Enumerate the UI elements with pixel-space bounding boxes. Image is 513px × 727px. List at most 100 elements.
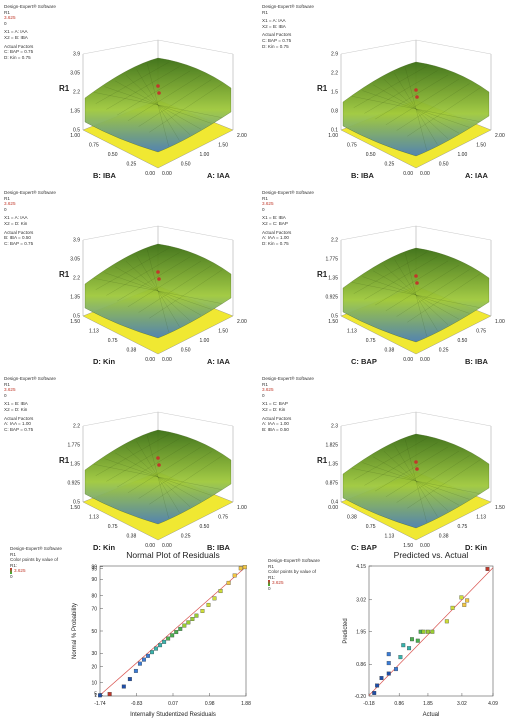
pva-point [386, 661, 391, 666]
pva-point [394, 667, 398, 672]
y-tick-label: 0.00 [328, 505, 338, 511]
design-point [156, 456, 160, 460]
residual-point [174, 630, 179, 635]
surface-mesh-line [396, 269, 470, 317]
x-tick-label: 1.13 [476, 515, 486, 521]
y-tick-label: 1.13 [385, 534, 395, 540]
z-axis-label: R1 [317, 456, 328, 465]
surface-mesh-line [353, 438, 427, 480]
software-label: Design-Expert® Software [262, 4, 314, 9]
surface-mesh-line [375, 74, 449, 120]
surface-mesh-line [95, 62, 169, 104]
x-tick-label: 0.07 [168, 701, 178, 707]
surface-legend-6: Design-Expert® Software R1 3.625 0 X1 = C: B… [262, 376, 314, 432]
surface-mesh-line [351, 282, 481, 308]
surface-mesh-line [117, 70, 191, 116]
pva-point [407, 646, 412, 651]
normal-plot: Normal Plot of Residuals 15 10 20 30 50 70 80 90… [72, 550, 251, 718]
box-edge [340, 225, 417, 241]
surface-mesh-line [93, 278, 223, 304]
range-high: 3.625 [272, 580, 284, 586]
factor-x2: X2 = D: Kin [4, 406, 28, 412]
x-tick-label: 0.25 [181, 534, 191, 540]
software-label: Design-Expert® Software [262, 190, 314, 195]
z-tick-label: 0.8 [331, 109, 338, 115]
y-tick-label: 1.13 [89, 515, 99, 521]
surface-mesh-line [149, 83, 223, 133]
pva-point [421, 629, 426, 634]
surface-mesh-line [375, 446, 449, 492]
surface-mesh-line [106, 66, 180, 110]
y-tick-label: 0.00 [145, 171, 155, 177]
z-axis-label: R1 [59, 270, 70, 279]
response-label: R1 [262, 195, 268, 201]
x-tick-label: 2.00 [237, 319, 247, 325]
residual-point [178, 626, 183, 631]
surface-mesh-line [149, 269, 223, 319]
residual-point [150, 650, 154, 655]
design-point [157, 91, 161, 95]
x-tick-label: 0.75 [218, 515, 228, 521]
surface-mesh-line [364, 70, 438, 114]
residual-point [127, 677, 132, 682]
surface-legend-5: Design-Expert® Software R1 3.625 0 X1 = B: I… [4, 376, 56, 432]
box-edge [82, 411, 159, 427]
surface-mesh-line [106, 438, 180, 482]
y-tick-label: 0.75 [366, 338, 376, 344]
surface-plot-4: 2.2 1.775 1.35 0.925 0.5 R1 1.50 1.13 0.75 0.38 0.… [317, 225, 505, 366]
x-tick-label: 1.00 [200, 152, 210, 158]
x-tick-label: 1.50 [476, 143, 486, 149]
residual-point [242, 565, 247, 570]
z-tick-label: 0.5 [73, 128, 80, 134]
surface-mesh-line [149, 455, 223, 505]
z-tick-label: 0.5 [73, 314, 80, 320]
y-tick-label: 90 [91, 577, 97, 583]
z-tick-label: 1.775 [67, 443, 80, 449]
y-tick-label: 0.38 [127, 348, 137, 354]
x-axis-label: A: IAA [207, 357, 230, 366]
x-tick-label: 0.25 [439, 348, 449, 354]
range-low: 0 [262, 206, 265, 212]
y-tick-label: 3.02 [356, 598, 366, 604]
y-tick-label: 0.86 [356, 662, 366, 668]
y-tick-label: 1.50 [403, 543, 413, 549]
pva-point [410, 637, 414, 642]
y-axis-label: C: BAP [351, 357, 377, 366]
y-axis-label: Normal % Probability [72, 603, 78, 659]
x-tick-label: 2.00 [495, 133, 505, 139]
y-tick-label: 0.75 [366, 524, 376, 530]
x-tick-label: 0.00 [162, 171, 172, 177]
actual-factor-1: A: IAA = 1.00 [4, 421, 31, 427]
y-tick-label: 0.75 [89, 143, 99, 149]
z-axis-label: R1 [59, 84, 70, 93]
actual-factor-1: C: BAP = 0.75 [262, 37, 292, 43]
y-tick-label: 0.00 [145, 543, 155, 549]
y-axis-label: C: BAP [351, 543, 377, 552]
x-tick-label: 0.00 [162, 543, 172, 549]
pva-point [379, 676, 384, 681]
y-tick-label: 1.50 [328, 319, 338, 325]
color-swatch [268, 580, 270, 587]
surface-mesh-line [353, 66, 427, 108]
residual-point [232, 573, 237, 578]
range-high: 3.625 [4, 387, 16, 393]
factor-x2: X2 = B: IBA [262, 23, 286, 29]
z-tick-label: 1.5 [331, 90, 338, 96]
response-label: R1 [262, 381, 268, 387]
actual-factors-heading: Actual Factors [262, 32, 292, 38]
pva-point [444, 619, 449, 624]
y-tick-label: 70 [91, 606, 97, 612]
design-point [415, 95, 419, 99]
y-tick-label: 0.75 [108, 524, 118, 530]
chart-title: Predicted vs. Actual [394, 550, 469, 560]
x-tick-label: 0.50 [200, 524, 210, 530]
residual-point [186, 620, 191, 625]
actual-factor-1: A: IAA = 1.00 [262, 235, 289, 241]
residual-point [98, 693, 102, 698]
z-tick-label: 2.2 [73, 276, 80, 282]
surface-mesh-line [95, 434, 169, 476]
y-tick-label: 99 [91, 565, 97, 571]
z-tick-label: 0.925 [67, 481, 80, 487]
range-high: 3.625 [262, 201, 274, 207]
actual-factor-2: D: Kin = 0.75 [262, 43, 289, 49]
